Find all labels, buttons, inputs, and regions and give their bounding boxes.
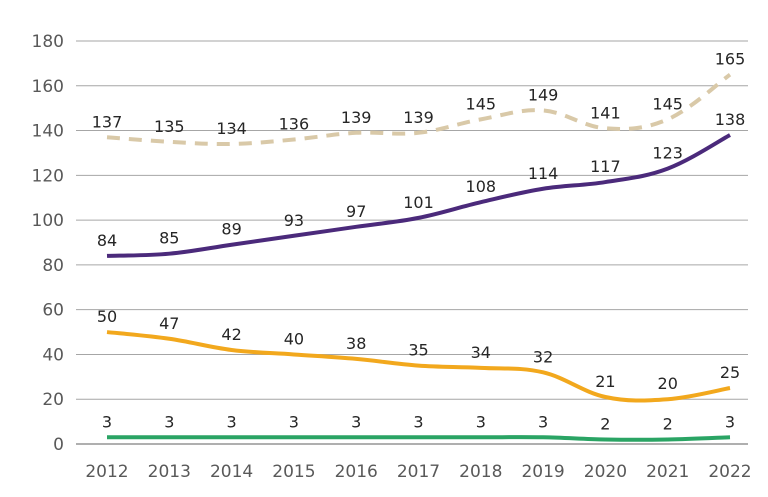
data-label: 3 bbox=[476, 412, 486, 431]
data-label: 2 bbox=[663, 415, 673, 434]
y-tick-label: 20 bbox=[42, 390, 64, 410]
data-label: 3 bbox=[227, 412, 237, 431]
data-label: 25 bbox=[720, 363, 740, 382]
data-label: 114 bbox=[528, 164, 559, 183]
x-tick-label: 2022 bbox=[708, 462, 751, 482]
series-lines bbox=[106, 72, 732, 442]
x-tick-label: 2021 bbox=[646, 462, 689, 482]
data-label: 85 bbox=[159, 229, 179, 248]
series-line-2 bbox=[106, 133, 731, 258]
data-label: 84 bbox=[97, 231, 117, 250]
data-label: 165 bbox=[715, 50, 746, 69]
data-label: 20 bbox=[658, 374, 678, 393]
data-label: 93 bbox=[284, 211, 304, 230]
data-label: 42 bbox=[221, 325, 241, 344]
y-tick-label: 180 bbox=[32, 32, 64, 52]
y-tick-label: 0 bbox=[53, 435, 64, 455]
y-tick-label: 40 bbox=[42, 345, 64, 365]
data-label: 47 bbox=[159, 314, 179, 333]
data-label: 139 bbox=[403, 108, 434, 127]
y-tick-label: 100 bbox=[32, 211, 64, 231]
data-label: 3 bbox=[538, 412, 548, 431]
y-tick-label: 140 bbox=[32, 122, 64, 142]
data-label: 34 bbox=[471, 343, 491, 362]
data-label: 38 bbox=[346, 334, 366, 353]
x-axis-ticks: 2012 2013 2014 2015 2016 2017 2018 2019 2020 2021… bbox=[85, 462, 751, 482]
x-tick-label: 2013 bbox=[148, 462, 191, 482]
data-label: 2 bbox=[600, 415, 610, 434]
data-label: 32 bbox=[533, 347, 553, 366]
y-tick-label: 60 bbox=[42, 301, 64, 321]
series-line-3 bbox=[106, 330, 731, 403]
data-label: 97 bbox=[346, 202, 366, 221]
data-label: 145 bbox=[466, 94, 497, 113]
data-label: 3 bbox=[351, 412, 361, 431]
data-label: 3 bbox=[413, 412, 423, 431]
data-label: 21 bbox=[595, 372, 615, 391]
data-label: 40 bbox=[284, 329, 304, 348]
data-label: 123 bbox=[652, 144, 683, 163]
data-label: 3 bbox=[164, 412, 174, 431]
x-tick-label: 2016 bbox=[335, 462, 378, 482]
y-axis-ticks: 0 20 40 60 80 100 120 140 160 180 bbox=[32, 32, 64, 455]
data-label: 135 bbox=[154, 117, 185, 136]
data-label: 3 bbox=[725, 412, 735, 431]
data-label: 136 bbox=[279, 115, 310, 134]
data-label: 145 bbox=[652, 94, 683, 113]
series-line-4 bbox=[107, 435, 731, 442]
data-label: 108 bbox=[466, 177, 497, 196]
data-label: 50 bbox=[97, 307, 117, 326]
y-tick-label: 80 bbox=[42, 256, 64, 276]
x-tick-label: 2015 bbox=[272, 462, 315, 482]
x-tick-label: 2019 bbox=[521, 462, 564, 482]
x-tick-label: 2018 bbox=[459, 462, 502, 482]
y-tick-label: 120 bbox=[32, 166, 64, 186]
x-tick-label: 2017 bbox=[397, 462, 440, 482]
data-label: 134 bbox=[216, 119, 247, 138]
data-label: 3 bbox=[289, 412, 299, 431]
y-tick-label: 160 bbox=[32, 77, 64, 97]
data-label: 3 bbox=[102, 412, 112, 431]
data-label: 89 bbox=[221, 220, 241, 239]
data-label: 139 bbox=[341, 108, 372, 127]
data-label: 149 bbox=[528, 85, 559, 104]
data-label: 138 bbox=[715, 110, 746, 129]
data-labels: 137 135 134 136 139 139 145 149 141 145 165 84 85 89 9… bbox=[92, 50, 746, 434]
data-label: 141 bbox=[590, 103, 621, 122]
data-label: 137 bbox=[92, 112, 123, 131]
x-tick-label: 2014 bbox=[210, 462, 253, 482]
data-label: 35 bbox=[408, 341, 428, 360]
data-label: 101 bbox=[403, 193, 434, 212]
data-label: 117 bbox=[590, 157, 621, 176]
x-tick-label: 2012 bbox=[85, 462, 128, 482]
x-tick-label: 2020 bbox=[584, 462, 627, 482]
series-line-1 bbox=[106, 72, 732, 147]
